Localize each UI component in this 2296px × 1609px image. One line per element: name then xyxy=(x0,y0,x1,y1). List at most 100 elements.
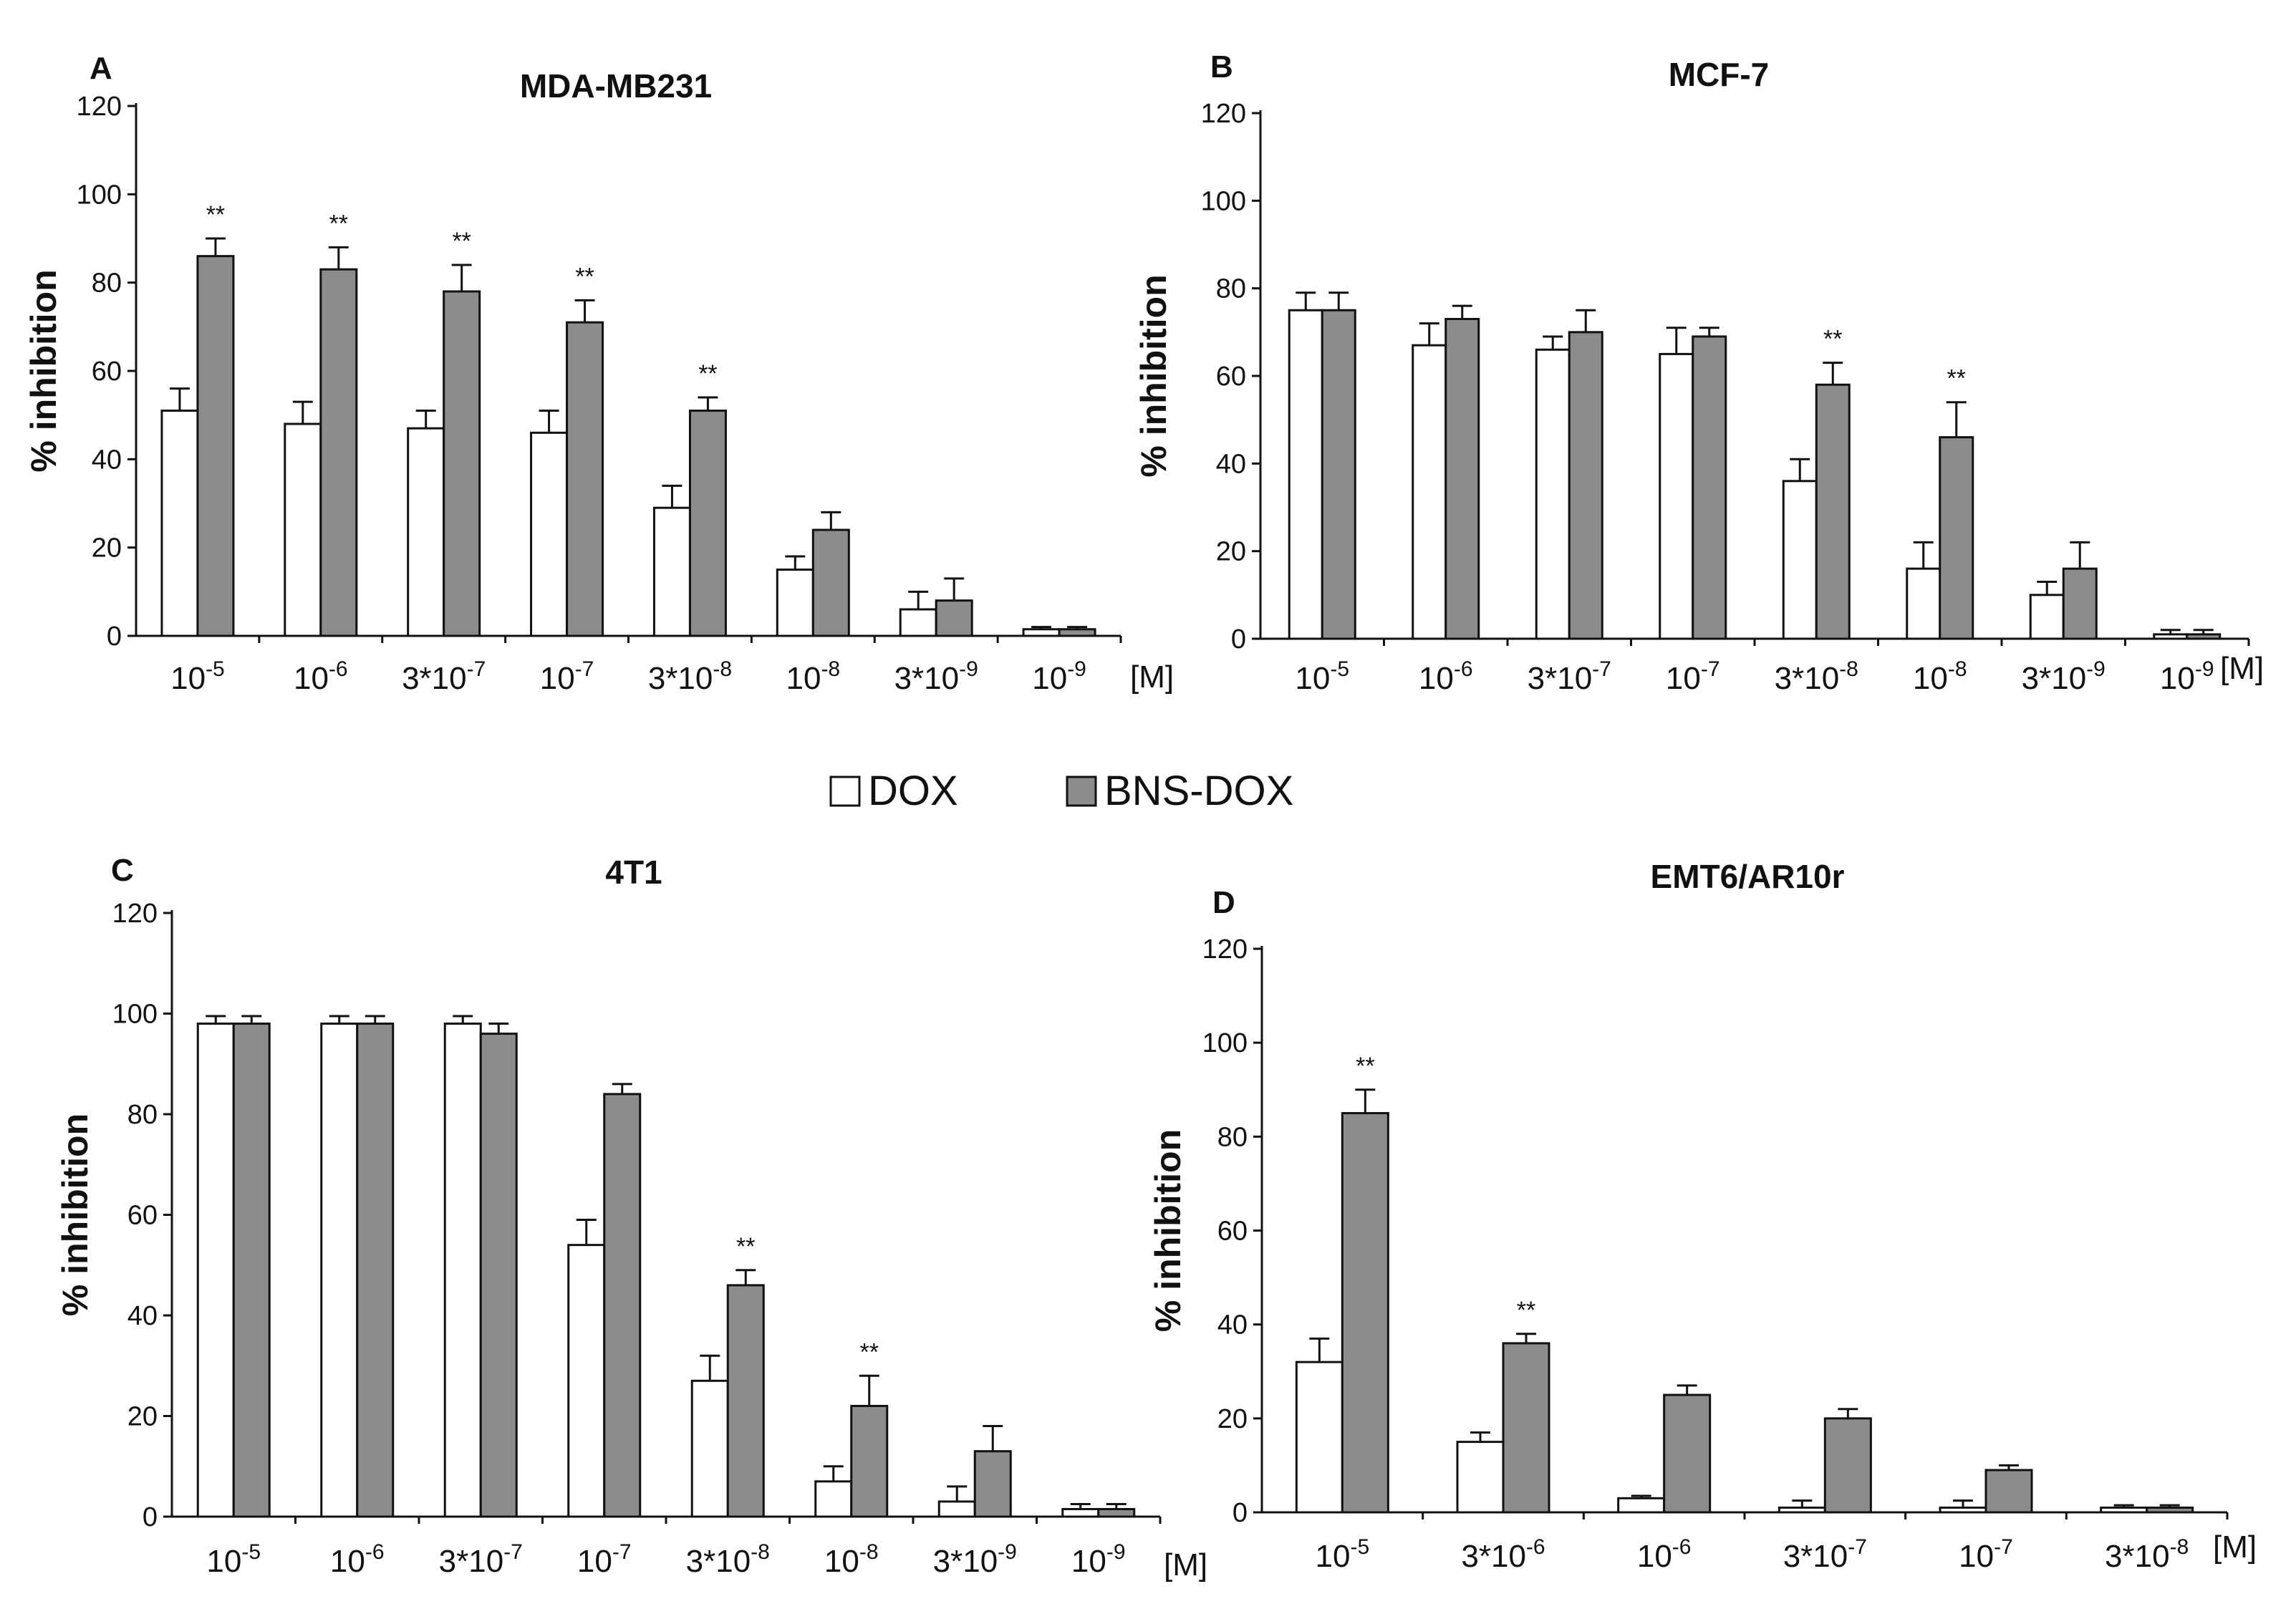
x-tick-label: 10-6 xyxy=(330,1540,385,1579)
bar-bns-dox xyxy=(1984,1469,2033,1514)
y-tick-label: 60 xyxy=(92,357,122,387)
bar-bns-dox xyxy=(1444,317,1480,640)
bar-dox xyxy=(899,608,937,637)
bar-bns-dox xyxy=(688,410,727,637)
bar-bns-dox xyxy=(1097,1507,1136,1518)
panel-a: A MDA-MB231 % inhibition 0 20 40 60 80 100 120 ** 1… xyxy=(24,51,1174,696)
x-tick-label: 10-8 xyxy=(786,657,840,696)
significance-marker: ** xyxy=(736,1233,755,1260)
legend: DOX BNS-DOX xyxy=(829,768,1293,814)
panel-title: EMT6/AR10r xyxy=(1651,858,1845,895)
panel-title: 4T1 xyxy=(605,854,662,891)
bar-bns-dox xyxy=(1692,335,1727,640)
y-tick-label: 0 xyxy=(1233,1498,1248,1528)
bar-dox xyxy=(160,410,199,637)
significance-marker: ** xyxy=(1517,1297,1535,1324)
bar-dox xyxy=(1412,344,1447,640)
panel-title: MDA-MB231 xyxy=(520,67,712,105)
x-tick-label: 3*10-9 xyxy=(894,657,978,696)
bar-dox xyxy=(1061,1507,1100,1518)
bar-dox xyxy=(1939,1506,1987,1514)
y-axis-label: % inhibition xyxy=(24,269,64,472)
x-tick-label: 3*10-8 xyxy=(2105,1535,2189,1574)
y-axis-label: % inhibition xyxy=(1148,1129,1188,1332)
y-tick-label: 20 xyxy=(127,1402,158,1432)
bar-dox xyxy=(443,1023,482,1518)
bar-bns-dox xyxy=(196,255,235,637)
bar-bns-dox xyxy=(1321,309,1356,640)
y-tick-label: 120 xyxy=(1202,934,1248,965)
bar-dox xyxy=(1778,1506,1826,1514)
y-tick-label: 20 xyxy=(1216,537,1246,567)
significance-marker: ** xyxy=(329,210,348,237)
bar-dox xyxy=(196,1023,235,1518)
significance-marker: ** xyxy=(206,201,225,228)
bar-bns-dox xyxy=(319,268,358,637)
significance-marker: ** xyxy=(860,1338,879,1366)
x-tick-label: 10-9 xyxy=(1032,657,1086,696)
bar-dox xyxy=(1022,628,1061,637)
y-tick-label: 0 xyxy=(107,622,122,652)
x-tick-label: 10-5 xyxy=(206,1540,261,1579)
bar-bns-dox xyxy=(1939,436,1974,640)
significance-marker: ** xyxy=(1823,326,1842,353)
x-tick-label: 3*10-7 xyxy=(439,1540,523,1579)
bar-bns-dox xyxy=(1341,1112,1389,1514)
x-tick-label: 10-5 xyxy=(170,657,225,696)
bar-dox xyxy=(1535,348,1571,640)
bar-bns-dox xyxy=(443,290,481,637)
bar-dox xyxy=(1288,309,1323,640)
bar-bns-dox xyxy=(850,1404,889,1518)
panel-title: MCF-7 xyxy=(1669,56,1770,93)
y-tick-label: 0 xyxy=(1231,624,1246,654)
legend-swatch-bns-dox xyxy=(1066,775,1097,807)
x-tick-label: 3*10-9 xyxy=(933,1540,1017,1579)
bar-dox xyxy=(814,1480,853,1518)
y-tick-label: 60 xyxy=(1217,1217,1248,1247)
y-tick-label: 40 xyxy=(92,445,122,475)
y-axis-label: % inhibition xyxy=(55,1113,95,1316)
x-tick-label: 3*10-8 xyxy=(1775,657,1858,696)
x-tick-label: 3*10-7 xyxy=(1528,657,1611,696)
bar-dox xyxy=(530,431,569,637)
bar-dox xyxy=(567,1244,606,1518)
x-tick-label: 10-9 xyxy=(1071,1540,1126,1579)
legend-label-dox: DOX xyxy=(868,768,958,814)
bar-bns-dox xyxy=(935,599,973,637)
y-tick-label: 100 xyxy=(1202,1028,1248,1058)
bar-bns-dox xyxy=(1815,383,1851,640)
bar-bns-dox xyxy=(811,528,850,637)
x-tick-label: 10-7 xyxy=(1666,657,1720,696)
bar-dox xyxy=(1295,1361,1344,1514)
x-tick-label: 10-7 xyxy=(540,657,594,696)
bar-bns-dox xyxy=(566,321,604,637)
bar-bns-dox xyxy=(1663,1393,1712,1514)
y-tick-label: 100 xyxy=(77,180,122,210)
bar-dox xyxy=(320,1023,359,1518)
significance-marker: ** xyxy=(1947,365,1966,392)
panel-d: D EMT6/AR10r % inhibition 0 20 40 60 80 100 120 **… xyxy=(1148,858,2257,1574)
panel-b: B MCF-7 % inhibition 0 20 40 60 80 100 120 10-5 10-… xyxy=(1134,49,2264,696)
significance-marker: ** xyxy=(452,228,471,255)
bar-dox xyxy=(1782,480,1818,640)
significance-marker: ** xyxy=(698,360,717,387)
x-unit-label: [M] xyxy=(2213,1530,2257,1565)
y-tick-label: 40 xyxy=(1216,449,1246,479)
bar-bns-dox xyxy=(973,1450,1012,1518)
y-tick-label: 120 xyxy=(77,92,122,122)
bar-bns-dox xyxy=(2186,633,2222,640)
x-tick-label: 10-6 xyxy=(294,657,348,696)
y-axis-label: % inhibition xyxy=(1134,274,1174,477)
bar-bns-dox xyxy=(232,1023,271,1518)
y-tick-label: 80 xyxy=(127,1100,158,1130)
bar-bns-dox xyxy=(1058,628,1096,637)
bar-bns-dox xyxy=(2062,567,2098,640)
y-tick-label: 40 xyxy=(1217,1310,1248,1340)
bar-dox xyxy=(1906,567,1942,640)
x-tick-label: 10-5 xyxy=(1316,1535,1370,1574)
legend-swatch-dox xyxy=(829,775,861,807)
bar-bns-dox xyxy=(726,1284,765,1518)
x-unit-label: [M] xyxy=(1130,659,1174,695)
x-tick-label: 10-8 xyxy=(1913,657,1967,696)
bar-bns-dox xyxy=(1568,331,1603,640)
